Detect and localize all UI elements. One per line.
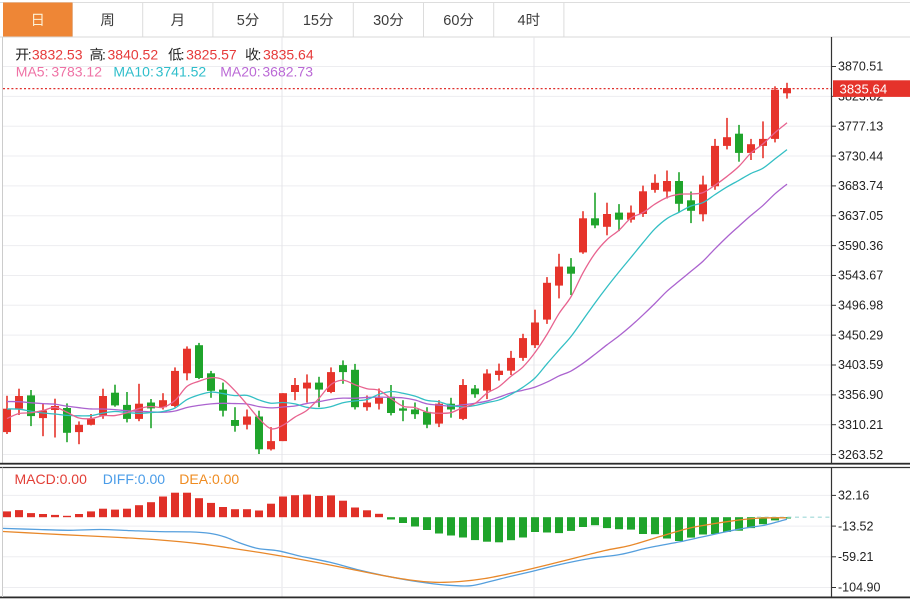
svg-text:-104.90: -104.90	[838, 581, 880, 595]
svg-text:3403.59: 3403.59	[838, 358, 883, 372]
svg-text:3835.64: 3835.64	[263, 47, 314, 63]
svg-text:3870.51: 3870.51	[838, 60, 883, 74]
svg-text:0: 0	[451, 13, 459, 29]
svg-text:3783.12: 3783.12	[51, 63, 102, 79]
svg-text:5: 5	[237, 13, 245, 29]
svg-text:3543.67: 3543.67	[838, 269, 883, 283]
svg-text:6: 6	[443, 13, 451, 29]
svg-text:3832.53: 3832.53	[32, 47, 83, 63]
svg-text:3825.57: 3825.57	[186, 47, 237, 63]
svg-text:MA20:: MA20:	[220, 63, 260, 79]
svg-text:3: 3	[373, 13, 381, 29]
svg-text::: :	[258, 47, 262, 63]
svg-text:4: 4	[518, 13, 526, 29]
svg-text:3496.98: 3496.98	[838, 299, 883, 313]
svg-text:MA10:: MA10:	[113, 63, 153, 79]
svg-text:3682.73: 3682.73	[262, 63, 313, 79]
svg-text:0: 0	[381, 13, 389, 29]
svg-text:3263.52: 3263.52	[838, 448, 883, 462]
svg-text:DEA:0.00: DEA:0.00	[179, 471, 239, 487]
svg-text:3777.13: 3777.13	[838, 119, 883, 133]
svg-text:5: 5	[311, 13, 319, 29]
svg-text:MACD:0.00: MACD:0.00	[15, 471, 88, 487]
svg-text:-13.52: -13.52	[838, 519, 873, 533]
svg-text:3356.90: 3356.90	[838, 388, 883, 402]
svg-text:3310.21: 3310.21	[838, 418, 883, 432]
svg-text:3741.52: 3741.52	[156, 63, 207, 79]
svg-text:3730.44: 3730.44	[838, 149, 883, 163]
svg-text::: :	[181, 47, 185, 63]
svg-text:1: 1	[303, 13, 311, 29]
svg-text:3637.05: 3637.05	[838, 209, 883, 223]
svg-text::: :	[102, 47, 106, 63]
svg-text:3683.74: 3683.74	[838, 179, 883, 193]
svg-text:DIFF:0.00: DIFF:0.00	[103, 471, 165, 487]
svg-text:3835.64: 3835.64	[840, 81, 888, 96]
svg-text:-59.21: -59.21	[838, 550, 873, 564]
svg-text:32.16: 32.16	[838, 489, 869, 503]
svg-text:MA5:: MA5:	[16, 63, 49, 79]
svg-text:3590.36: 3590.36	[838, 239, 883, 253]
svg-text:3450.29: 3450.29	[838, 328, 883, 342]
svg-text:3840.52: 3840.52	[108, 47, 159, 63]
svg-text::: :	[28, 47, 32, 63]
